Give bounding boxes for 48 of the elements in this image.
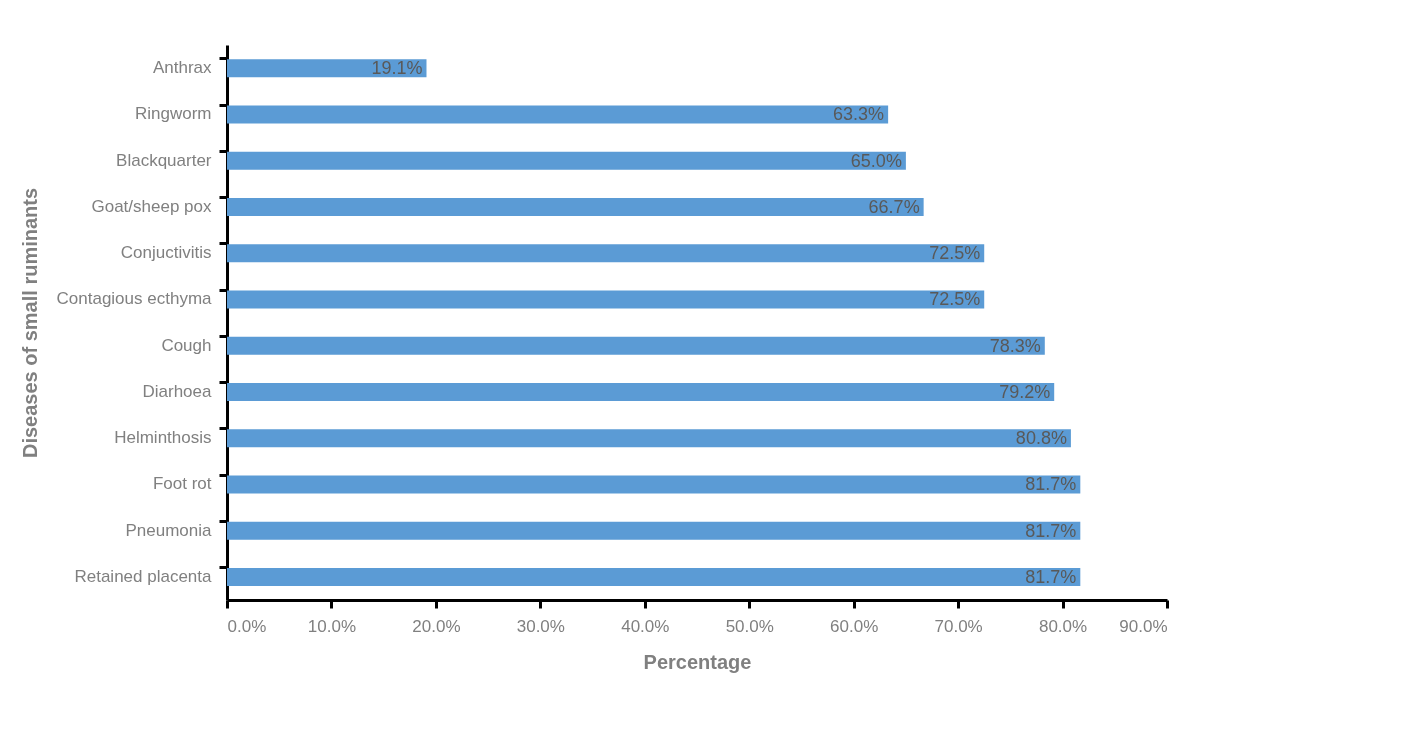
data-label: 72.5% xyxy=(929,243,981,264)
y-tick-label: Foot rot xyxy=(152,474,212,494)
bar xyxy=(227,336,1045,355)
bar xyxy=(227,244,985,263)
x-tick-label: 70.0% xyxy=(934,616,983,636)
bar xyxy=(227,429,1071,448)
y-tick-label: Anthrax xyxy=(152,58,212,78)
y-tick-label: Cough xyxy=(161,335,212,355)
bar xyxy=(227,59,427,78)
y-tick-label: Blackquarter xyxy=(116,150,212,170)
y-tick-label: Conjuctivitis xyxy=(120,243,212,263)
data-label: 66.7% xyxy=(868,196,920,217)
data-label: 79.2% xyxy=(999,381,1051,402)
y-axis-title: Diseases of small ruminants xyxy=(18,187,41,459)
bar xyxy=(227,475,1081,494)
bar xyxy=(227,151,906,170)
data-label: 72.5% xyxy=(929,289,981,310)
y-tick-label: Contagious ecthyma xyxy=(56,289,213,309)
bar xyxy=(227,382,1055,401)
data-label: 81.7% xyxy=(1025,566,1077,587)
data-label: 78.3% xyxy=(989,335,1041,356)
data-label: 81.7% xyxy=(1025,520,1077,541)
bar xyxy=(227,197,924,216)
x-axis-title: Percentage xyxy=(643,650,752,673)
x-tick-label: 10.0% xyxy=(307,616,357,636)
bar xyxy=(227,567,1081,586)
data-label: 65.0% xyxy=(850,150,902,171)
x-tick-label: 40.0% xyxy=(621,616,670,636)
x-tick-label: 0.0% xyxy=(227,616,267,636)
data-label: 63.3% xyxy=(833,104,885,125)
x-tick-label: 90.0% xyxy=(1119,616,1168,636)
data-label: 81.7% xyxy=(1025,474,1077,495)
x-tick-label: 50.0% xyxy=(725,616,774,636)
bar xyxy=(227,521,1081,540)
x-tick-label: 60.0% xyxy=(830,616,879,636)
x-tick-label: 30.0% xyxy=(516,616,565,636)
y-tick-label: Diarhoea xyxy=(142,381,213,401)
bar xyxy=(227,105,889,124)
y-tick-label: Helminthosis xyxy=(114,428,212,448)
bar xyxy=(227,290,985,309)
x-tick-label: 20.0% xyxy=(412,616,461,636)
data-label: 19.1% xyxy=(371,58,423,79)
y-tick-label: Pneumonia xyxy=(125,520,213,540)
y-tick-label: Goat/sheep pox xyxy=(91,196,212,216)
x-tick-label: 80.0% xyxy=(1038,616,1088,636)
data-label: 80.8% xyxy=(1015,428,1067,449)
y-tick-label: Ringworm xyxy=(134,104,212,124)
y-tick-label: Retained placenta xyxy=(74,566,213,586)
